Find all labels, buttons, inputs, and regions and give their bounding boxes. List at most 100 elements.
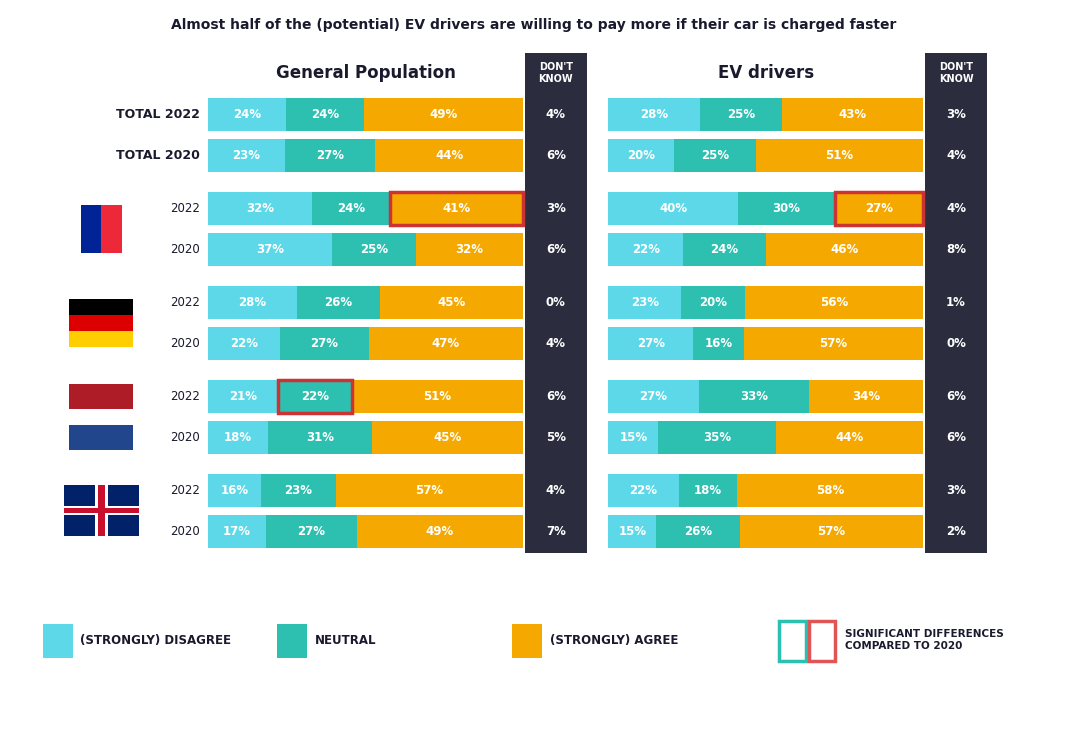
Bar	[739, 515, 923, 548]
Bar	[416, 233, 523, 266]
Bar	[69, 331, 133, 347]
Bar	[608, 327, 694, 360]
Text: 2022: 2022	[170, 484, 200, 497]
Text: 15%: 15%	[618, 525, 647, 538]
Text: 21%: 21%	[229, 390, 257, 403]
Text: TOTAL 2020: TOTAL 2020	[115, 149, 200, 162]
Text: 43%: 43%	[839, 108, 866, 121]
Bar	[268, 421, 372, 454]
Bar	[766, 233, 923, 266]
Text: 2%: 2%	[946, 525, 966, 538]
Text: 24%: 24%	[233, 108, 261, 121]
Bar	[679, 474, 736, 507]
Text: 2020: 2020	[170, 337, 200, 350]
Bar	[285, 139, 376, 172]
Text: 44%: 44%	[435, 149, 463, 162]
Text: TOTAL 2022: TOTAL 2022	[115, 108, 200, 121]
Text: 56%: 56%	[819, 296, 848, 309]
Bar	[208, 327, 281, 360]
Bar	[744, 327, 923, 360]
Bar	[364, 98, 523, 131]
Text: 23%: 23%	[233, 149, 260, 162]
Bar	[682, 286, 745, 319]
Bar	[208, 474, 260, 507]
Bar	[835, 192, 923, 225]
Text: 3%: 3%	[946, 108, 966, 121]
Bar	[608, 286, 682, 319]
Text: 20%: 20%	[699, 296, 727, 309]
Text: 31%: 31%	[306, 431, 334, 444]
Bar	[673, 139, 755, 172]
Bar	[208, 98, 286, 131]
Bar	[608, 421, 658, 454]
Bar	[64, 506, 139, 516]
Text: 51%: 51%	[825, 149, 854, 162]
Bar	[809, 380, 923, 413]
Text: 22%: 22%	[230, 337, 258, 350]
Bar	[332, 233, 416, 266]
Text: 16%: 16%	[704, 337, 732, 350]
Text: 2022: 2022	[170, 296, 200, 309]
Text: 33%: 33%	[739, 390, 768, 403]
Bar	[608, 380, 699, 413]
Text: 27%: 27%	[637, 337, 665, 350]
Text: 49%: 49%	[429, 108, 458, 121]
Bar	[260, 474, 336, 507]
Text: 4%: 4%	[546, 108, 566, 121]
Bar	[608, 98, 700, 131]
Text: 6%: 6%	[946, 431, 966, 444]
Bar	[369, 327, 523, 360]
Bar	[736, 474, 923, 507]
Text: 57%: 57%	[817, 525, 845, 538]
Bar	[357, 515, 523, 548]
Bar	[278, 380, 352, 413]
Text: 4%: 4%	[546, 484, 566, 497]
Text: 46%: 46%	[830, 243, 858, 256]
Bar	[925, 53, 987, 554]
Bar	[81, 205, 101, 253]
Bar	[376, 139, 523, 172]
Text: 0%: 0%	[946, 337, 966, 350]
Bar	[43, 624, 73, 658]
Bar	[352, 380, 523, 413]
Bar	[512, 624, 542, 658]
Bar	[656, 515, 739, 548]
Text: NEUTRAL: NEUTRAL	[315, 633, 377, 647]
Bar	[372, 421, 523, 454]
Text: 58%: 58%	[815, 484, 844, 497]
Text: 0%: 0%	[546, 296, 566, 309]
Bar	[738, 192, 835, 225]
Text: 3%: 3%	[546, 202, 566, 215]
Bar	[755, 139, 923, 172]
Text: 24%: 24%	[337, 202, 365, 215]
Text: 1%: 1%	[946, 296, 966, 309]
Text: 27%: 27%	[865, 202, 893, 215]
Text: Potential EV drivers (n=1,500 total;, France n=367,
Germany n=317, the Netherlan: Potential EV drivers (n=1,500 total;, Fr…	[94, 678, 432, 723]
Text: DON'T
KNOW: DON'T KNOW	[939, 62, 973, 84]
Text: 45%: 45%	[433, 431, 462, 444]
Bar	[69, 315, 133, 331]
Text: Potential EV drivers (n=753 total: France n=195,
Germany n=175, the Netherlands : Potential EV drivers (n=753 total: Franc…	[601, 678, 939, 723]
Text: 35%: 35%	[703, 431, 731, 444]
Bar	[608, 139, 673, 172]
Text: 6%: 6%	[546, 390, 566, 403]
Text: 27%: 27%	[639, 390, 667, 403]
Text: 26%: 26%	[684, 525, 712, 538]
Text: 25%: 25%	[360, 243, 388, 256]
Text: 24%: 24%	[711, 243, 738, 256]
Bar	[208, 421, 268, 454]
Text: 41%: 41%	[442, 202, 471, 215]
Text: 22%: 22%	[630, 484, 657, 497]
Bar	[286, 98, 364, 131]
Text: 18%: 18%	[694, 484, 721, 497]
Bar	[208, 139, 285, 172]
Text: 2022: 2022	[170, 202, 200, 215]
Text: 2020: 2020	[170, 525, 200, 538]
Bar	[389, 192, 523, 225]
Bar	[745, 286, 923, 319]
Text: EV drivers: EV drivers	[717, 64, 814, 81]
Bar	[336, 474, 523, 507]
Text: 27%: 27%	[298, 525, 325, 538]
Bar	[208, 192, 312, 225]
Text: 22%: 22%	[301, 390, 330, 403]
